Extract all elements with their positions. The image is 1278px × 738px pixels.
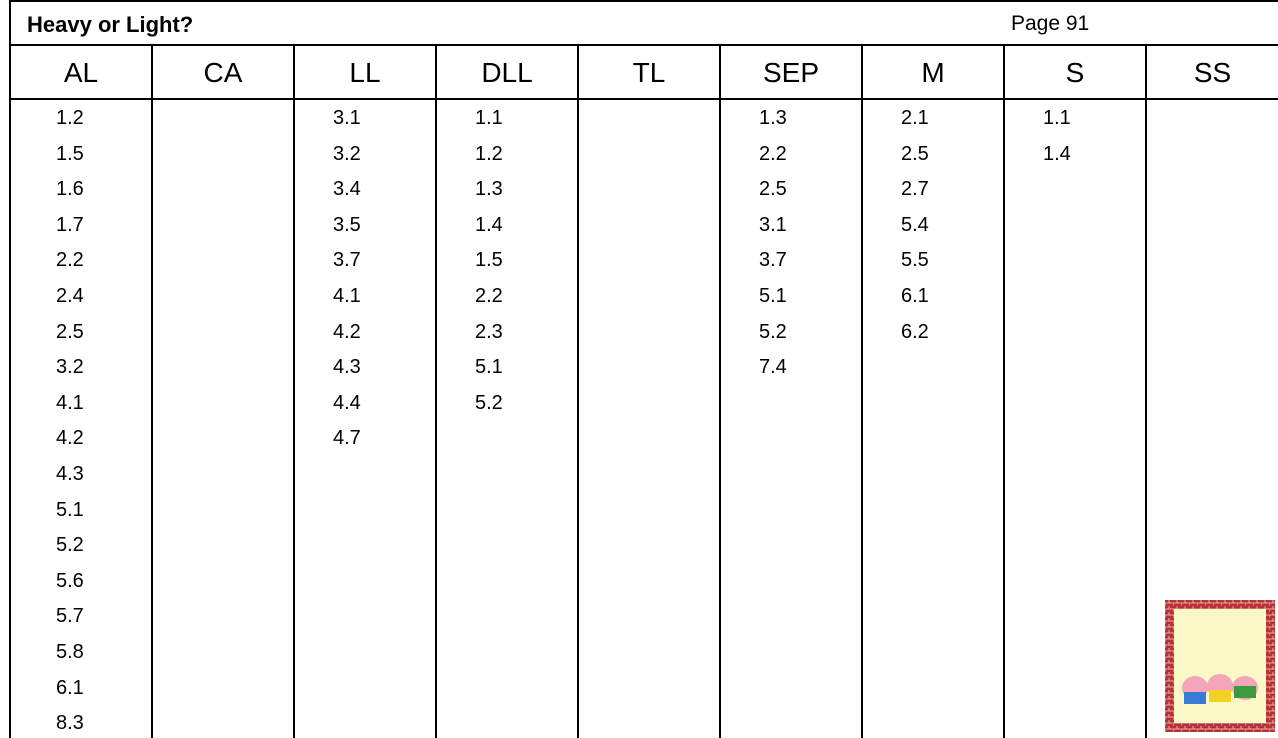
cell-value: 1.7 — [56, 213, 84, 237]
column-header: TL — [579, 46, 719, 100]
cell-value: 3.2 — [333, 142, 361, 166]
cell-value: 4.4 — [333, 391, 361, 415]
cell-value: 5.2 — [475, 391, 503, 415]
column-header: S — [1005, 46, 1145, 100]
cell-value: 6.2 — [901, 320, 929, 344]
cell-value: 5.2 — [759, 320, 787, 344]
cell-value: 2.2 — [475, 284, 503, 308]
cell-value: 2.5 — [901, 142, 929, 166]
cell-value: 5.1 — [759, 284, 787, 308]
cell-value: 3.4 — [333, 177, 361, 201]
column-header: LL — [295, 46, 435, 100]
title: Heavy or Light? — [27, 12, 193, 38]
cell-value: 4.1 — [333, 284, 361, 308]
table-column: LL 3.1 3.2 3.4 3.5 3.7 4.1 4.2 4.3 4.4 4.7 — [293, 46, 435, 738]
page-number: Page 91 — [1011, 12, 1089, 36]
cell-value: 4.3 — [333, 355, 361, 379]
pigs-picture — [1165, 600, 1275, 732]
column-header: AL — [11, 46, 151, 100]
table-column: S 1.1 1.4 — [1003, 46, 1145, 738]
page: Heavy or Light? Page 91 AL 1.2 1.5 1.6 1.7 2.… — [0, 0, 1278, 738]
table-column: DLL 1.1 1.2 1.3 1.4 1.5 2.2 2.3 5.1 5.2 — [435, 46, 577, 738]
cell-value: 4.7 — [333, 426, 361, 450]
cell-value: 1.5 — [475, 248, 503, 272]
cell-value: 2.4 — [56, 284, 84, 308]
cell-value: 1.2 — [475, 142, 503, 166]
title-row: Heavy or Light? Page 91 — [9, 0, 1278, 46]
cell-value: 3.2 — [56, 355, 84, 379]
cell-value: 1.2 — [56, 106, 84, 130]
cell-value: 3.7 — [333, 248, 361, 272]
table-column: TL — [577, 46, 719, 738]
cell-value: 4.2 — [56, 426, 84, 450]
cell-value: 5.5 — [901, 248, 929, 272]
cell-value: 1.3 — [759, 106, 787, 130]
cell-value: 6.1 — [901, 284, 929, 308]
cell-value: 5.6 — [56, 569, 84, 593]
table-column: CA — [151, 46, 293, 738]
cell-value: 3.7 — [759, 248, 787, 272]
cell-value: 3.1 — [759, 213, 787, 237]
cell-value: 5.2 — [56, 533, 84, 557]
cell-value: 1.1 — [475, 106, 503, 130]
cell-value: 1.1 — [1043, 106, 1071, 130]
cell-value: 8.3 — [56, 711, 84, 735]
cell-value: 2.5 — [56, 320, 84, 344]
cell-value: 4.1 — [56, 391, 84, 415]
cell-value: 5.8 — [56, 640, 84, 664]
cell-value: 1.4 — [475, 213, 503, 237]
cell-value: 2.1 — [901, 106, 929, 130]
column-header: DLL — [437, 46, 577, 100]
cell-value: 5.1 — [475, 355, 503, 379]
cell-value: 5.4 — [901, 213, 929, 237]
cell-value: 6.1 — [56, 676, 84, 700]
column-header: SEP — [721, 46, 861, 100]
cell-value: 2.2 — [759, 142, 787, 166]
cell-value: 2.2 — [56, 248, 84, 272]
cell-value: 3.1 — [333, 106, 361, 130]
cell-value: 3.5 — [333, 213, 361, 237]
cell-value: 7.4 — [759, 355, 787, 379]
cell-value: 2.5 — [759, 177, 787, 201]
cell-value: 1.6 — [56, 177, 84, 201]
column-header: M — [863, 46, 1003, 100]
column-header: SS — [1147, 46, 1278, 100]
cell-value: 2.3 — [475, 320, 503, 344]
table-column: M 2.1 2.5 2.7 5.4 5.5 6.1 6.2 — [861, 46, 1003, 738]
table-column: AL 1.2 1.5 1.6 1.7 2.2 2.4 2.5 3.2 4.1 4.2 4.3 5.1 5.… — [9, 46, 151, 738]
column-header: CA — [153, 46, 293, 100]
cell-value: 1.5 — [56, 142, 84, 166]
cell-value: 4.2 — [333, 320, 361, 344]
cell-value: 4.3 — [56, 462, 84, 486]
cell-value: 1.3 — [475, 177, 503, 201]
cell-value: 5.1 — [56, 498, 84, 522]
table-column: SEP 1.3 2.2 2.5 3.1 3.7 5.1 5.2 7.4 — [719, 46, 861, 738]
cell-value: 2.7 — [901, 177, 929, 201]
cell-value: 5.7 — [56, 604, 84, 628]
cell-value: 1.4 — [1043, 142, 1071, 166]
